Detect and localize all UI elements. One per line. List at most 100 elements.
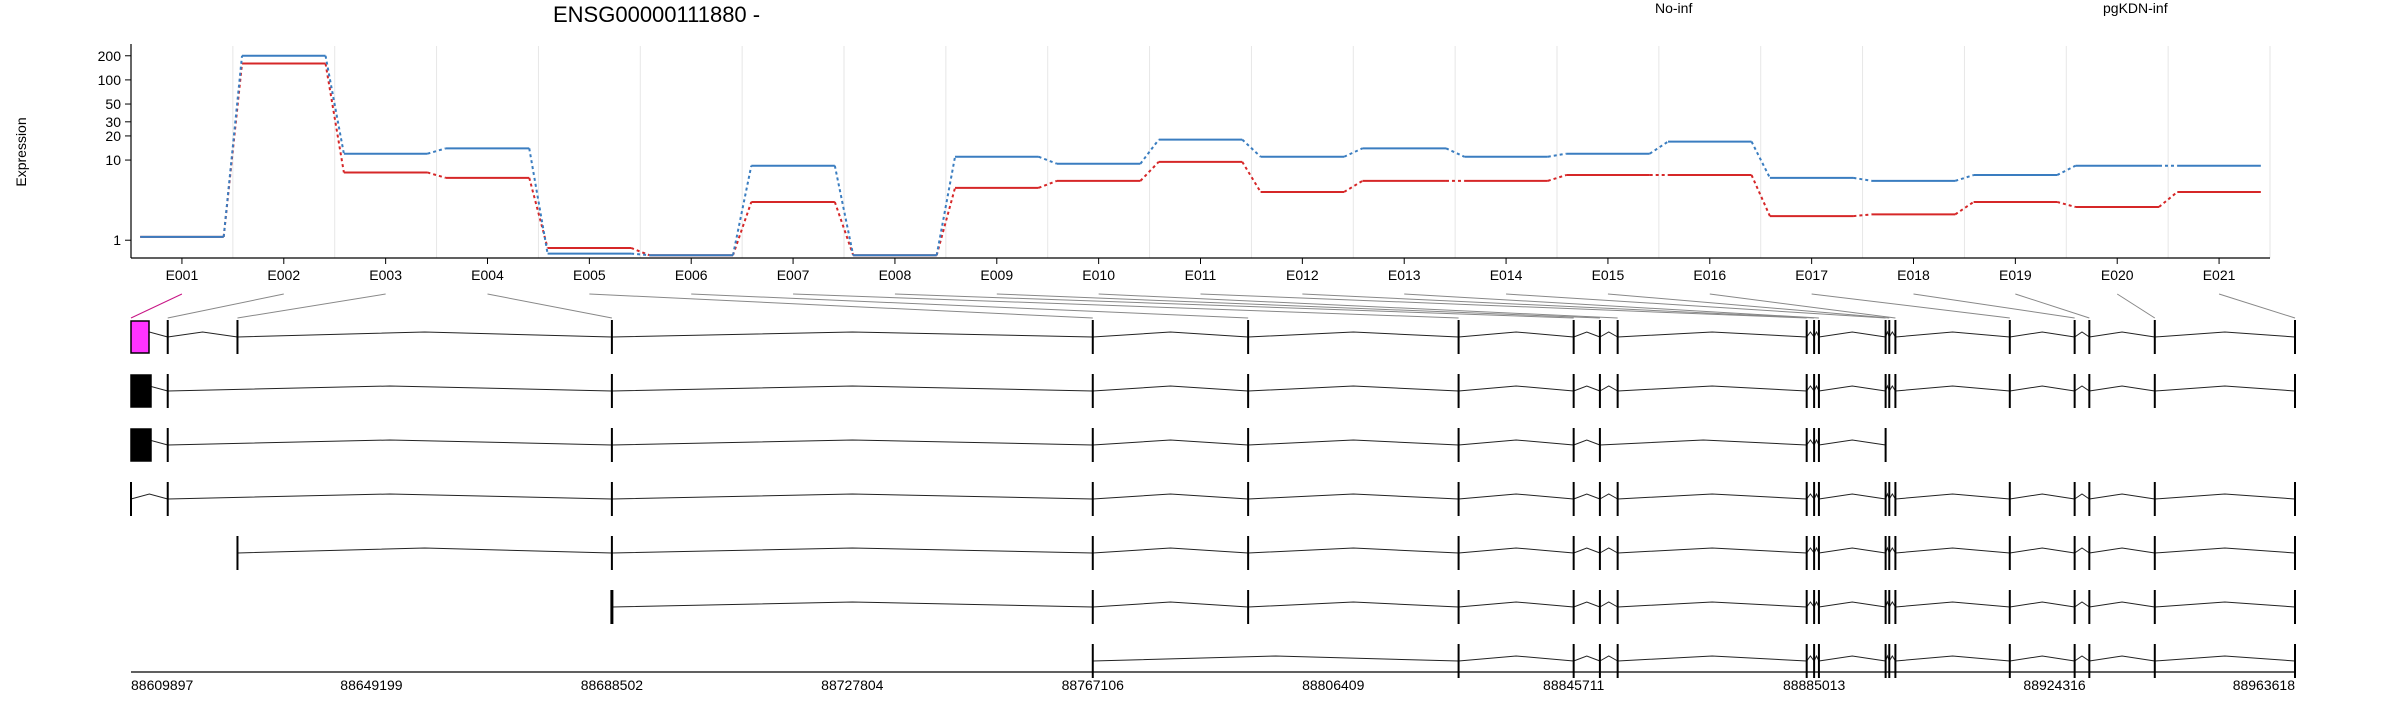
intron-line — [1818, 601, 1886, 608]
intron-line — [1888, 655, 1896, 662]
series-lines — [140, 54, 2261, 257]
intron-line — [2074, 331, 2090, 338]
genome-tick-label: 88963618 — [2233, 677, 2296, 693]
intron-line — [2009, 331, 2075, 338]
series-2 — [140, 54, 2261, 257]
x-tick-label: E015 — [1592, 267, 1625, 283]
exon-connector-lines — [130, 293, 2296, 319]
intron-line — [2089, 655, 2155, 662]
intron-line — [611, 439, 1093, 446]
x-tick-label: E009 — [980, 267, 1013, 283]
grid-lines — [130, 46, 2271, 258]
y-tick-label: 10 — [105, 152, 121, 168]
legend-entry-series-2: pgKDN-inf — [2103, 0, 2168, 16]
exon-connector — [1302, 293, 1815, 319]
intron-line — [1806, 439, 1815, 446]
exon-connector — [487, 293, 612, 319]
transcript-track — [130, 428, 1887, 462]
y-tick-label: 1 — [113, 232, 121, 248]
x-tick-label: E017 — [1795, 267, 1828, 283]
intron-line — [1818, 547, 1886, 554]
intron-line — [1818, 493, 1886, 500]
genome-tick-label: 88845711 — [1543, 677, 1604, 693]
y-tick-label: 50 — [105, 96, 121, 112]
x-tick-label: E014 — [1490, 267, 1523, 283]
intron-line — [611, 547, 1093, 554]
genome-tick-label: 88767106 — [1062, 677, 1125, 693]
intron-line — [611, 601, 1093, 608]
transcript-track — [1091, 644, 2296, 678]
intron-line — [1818, 385, 1886, 392]
x-tick-label: E016 — [1693, 267, 1726, 283]
intron-line — [1617, 493, 1807, 500]
intron-line — [1248, 601, 1459, 608]
exon-connector — [793, 293, 1459, 319]
intron-line — [1888, 493, 1896, 500]
exon-connector — [894, 293, 1574, 319]
intron-line — [1818, 331, 1886, 338]
transcript-track — [130, 320, 2296, 354]
exon-connector — [2015, 293, 2090, 319]
intron-line — [1599, 439, 1807, 446]
x-tick-label: E019 — [1999, 267, 2032, 283]
intron-line — [1806, 493, 1815, 500]
x-tick-label: E021 — [2203, 267, 2236, 283]
x-tick-label: E020 — [2101, 267, 2134, 283]
intron-line — [167, 439, 612, 446]
transition-segment — [1139, 138, 1160, 165]
exon-connector — [1913, 293, 2075, 319]
intron-line — [1888, 331, 1896, 338]
intron-line — [1458, 439, 1574, 446]
intron-line — [1617, 331, 1807, 338]
intron-line — [2154, 547, 2296, 554]
x-axis-ticks: E001 E002 E003 E004 E005 E006 E007 E008 E009 E010… — [166, 258, 2236, 283]
intron-line — [1599, 601, 1618, 608]
intron-line — [1599, 655, 1618, 662]
intron-line — [2089, 385, 2155, 392]
intron-line — [1895, 493, 2010, 500]
intron-line — [2154, 331, 2296, 338]
genome-tick-label: 88806409 — [1302, 677, 1365, 693]
exon-connector — [1200, 293, 1807, 319]
intron-line — [1895, 601, 2010, 608]
y-tick-label: 20 — [105, 128, 121, 144]
intron-line — [2074, 385, 2090, 392]
intron-line — [1248, 439, 1459, 446]
intron-line — [1248, 493, 1459, 500]
exon-connector — [1098, 293, 1618, 319]
intron-line — [2009, 547, 2075, 554]
x-tick-label: E010 — [1082, 267, 1115, 283]
intron-line — [2009, 655, 2075, 662]
exon-connector — [996, 293, 1600, 319]
exon-connector — [1506, 293, 1886, 319]
intron-line — [1092, 655, 1459, 662]
intron-line — [1092, 601, 1249, 608]
intron-line — [237, 331, 612, 338]
intron-line — [2089, 493, 2155, 500]
exon-connector — [1404, 293, 1819, 319]
intron-line — [1888, 547, 1896, 554]
intron-line — [611, 493, 1093, 500]
x-tick-label: E011 — [1185, 267, 1217, 283]
intron-line — [1895, 547, 2010, 554]
y-axis-label: Expression — [13, 117, 29, 186]
axes — [130, 44, 2270, 259]
intron-line — [1458, 331, 1574, 338]
transition-segment — [1649, 140, 1669, 155]
x-tick-label: E008 — [879, 267, 912, 283]
exon-connector — [1709, 293, 1896, 319]
transition-segment — [1750, 174, 1771, 217]
intron-line — [1573, 601, 1601, 608]
intron-line — [1458, 385, 1574, 392]
intron-line — [1599, 547, 1618, 554]
x-tick-label: E001 — [166, 267, 199, 283]
intron-line — [1806, 547, 1815, 554]
intron-line — [1092, 439, 1249, 446]
transition-segment — [324, 63, 345, 173]
exon-block — [130, 374, 152, 408]
exon-connector — [130, 293, 183, 319]
intron-line — [1617, 655, 1807, 662]
intron-line — [1248, 385, 1459, 392]
